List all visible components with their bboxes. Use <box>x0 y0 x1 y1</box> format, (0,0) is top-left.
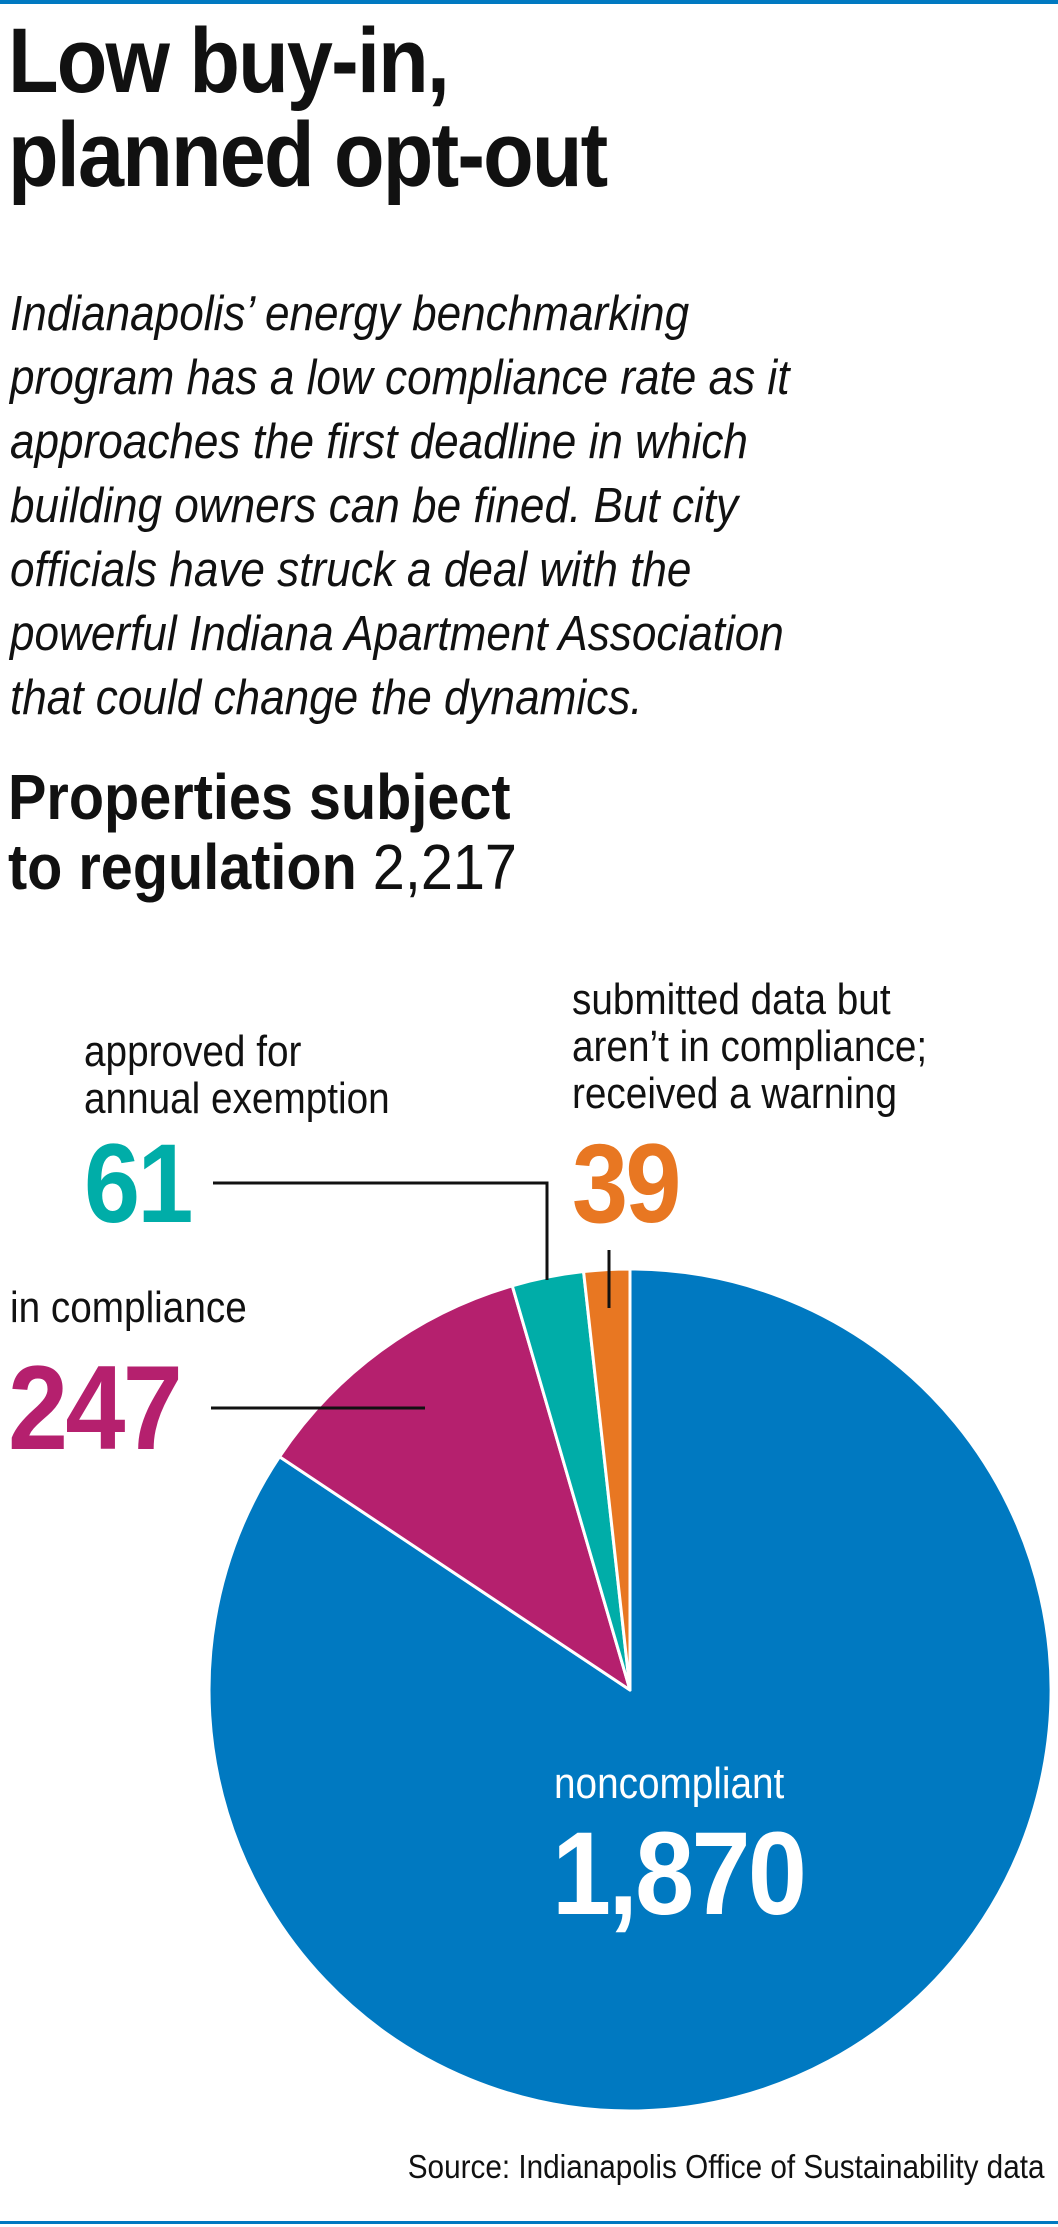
title-line-2: planned opt-out <box>8 104 608 206</box>
label-exemption: approved for annual exemption <box>84 1028 390 1122</box>
label-line: approved for <box>84 1027 302 1076</box>
top-rule <box>0 0 1058 4</box>
subtitle-line-2: to regulation <box>8 831 357 903</box>
label-line: aren’t in compliance; <box>572 1022 928 1071</box>
dek-line: building owners can be fined. But city <box>10 479 739 533</box>
value-warning: 39 <box>572 1121 681 1246</box>
subtitle-line-1: Properties subject <box>8 761 511 833</box>
label-line: annual exemption <box>84 1074 390 1123</box>
chart-title: Low buy-in, planned opt-out <box>8 10 608 206</box>
pie-slice-3 <box>582 1267 632 1692</box>
value-in-compliance: 247 <box>8 1341 183 1475</box>
dek-line: Indianapolis’ energy benchmarking <box>10 287 690 341</box>
dek-line: officials have struck a deal with the <box>10 543 692 597</box>
dek-line: program has a low compliance rate as it <box>10 351 790 405</box>
subtitle-total: 2,217 <box>372 831 517 903</box>
chart-dek: Indianapolis’ energy benchmarking progra… <box>10 282 789 730</box>
chart-subtitle: Properties subject to regulation 2,217 <box>8 762 517 902</box>
label-warning: submitted data but aren’t in compliance;… <box>572 976 927 1117</box>
source-note: Source: Indianapolis Office of Sustainab… <box>407 2148 1044 2185</box>
dek-line: powerful Indiana Apartment Association <box>10 607 784 661</box>
label-line: submitted data but <box>572 975 891 1024</box>
label-line: received a warning <box>572 1069 898 1118</box>
value-noncompliant: 1,870 <box>552 1808 807 1940</box>
bottom-rule <box>0 2221 1058 2224</box>
label-in-compliance: in compliance <box>10 1283 247 1332</box>
pie-slice-1 <box>278 1284 632 1692</box>
title-line-1: Low buy-in, <box>8 10 450 112</box>
label-noncompliant: noncompliant <box>554 1759 785 1808</box>
leader-line-61 <box>213 1181 549 1280</box>
dek-line: approaches the first deadline in which <box>10 415 748 469</box>
value-exemption: 61 <box>84 1121 193 1246</box>
dek-line: that could change the dynamics. <box>10 671 643 725</box>
